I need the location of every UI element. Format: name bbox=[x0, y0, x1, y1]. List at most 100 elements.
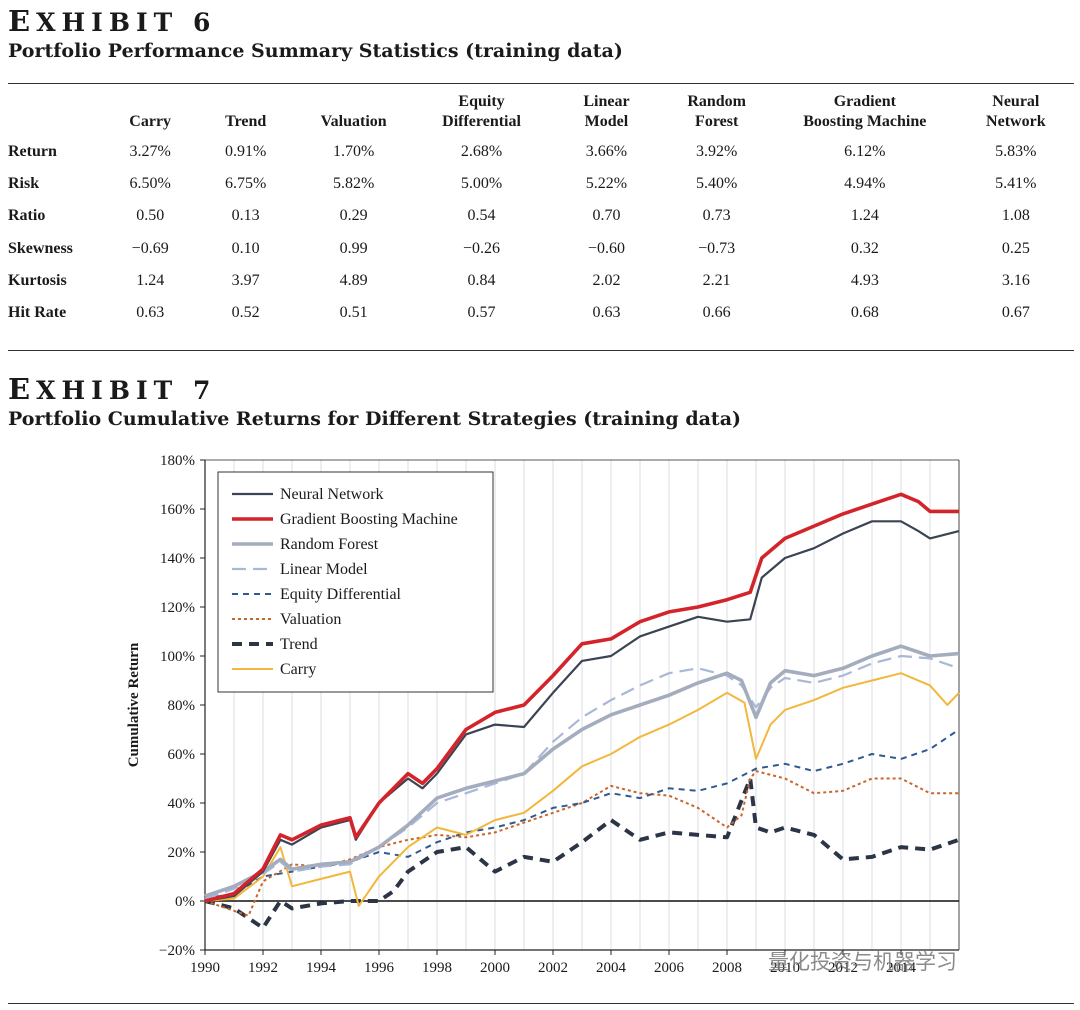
legend-box bbox=[217, 471, 494, 693]
series-line-random-forest bbox=[204, 644, 960, 898]
table-cell: 3.92% bbox=[696, 143, 738, 161]
y-tick-label: −20% bbox=[159, 943, 195, 959]
table-cell: 2.02 bbox=[592, 271, 621, 289]
table-cell: 3.16 bbox=[1001, 271, 1030, 289]
x-tick-label: 1992 bbox=[248, 960, 278, 976]
y-tick-label: 120% bbox=[160, 600, 195, 616]
exhibit-6-label: EXHIBIT 6 bbox=[8, 4, 216, 38]
series-line-gradient-boosting-machine bbox=[204, 492, 959, 903]
legend-label: Equity Differential bbox=[280, 586, 402, 603]
row-label: Return bbox=[8, 143, 57, 161]
table-cell: −0.73 bbox=[698, 239, 736, 257]
x-tick-label: 2010 bbox=[770, 960, 800, 976]
table-body: Return 3.27% 0.91% 1.70% 2.68% 3.66% 3.92% 6.12… bbox=[8, 136, 1074, 329]
table-cell: 0.52 bbox=[231, 304, 260, 322]
table-cell: 0.13 bbox=[231, 207, 260, 225]
x-tick-label: 2000 bbox=[480, 960, 510, 976]
table-cell: 5.00% bbox=[460, 175, 503, 193]
x-tick-label: 2002 bbox=[538, 960, 568, 976]
table-cell: 2.21 bbox=[702, 271, 731, 289]
legend-label: Gradient Boosting Machine bbox=[280, 511, 458, 528]
table-cell: 0.50 bbox=[136, 207, 165, 225]
table-cell: 5.22% bbox=[585, 175, 628, 193]
table-cell: 5.82% bbox=[332, 175, 375, 193]
table-cell: 3.27% bbox=[129, 143, 171, 161]
table-cell: 0.25 bbox=[1001, 239, 1030, 257]
y-tick-label: 180% bbox=[160, 453, 195, 469]
exhibit-7-label-initial: E bbox=[8, 372, 37, 406]
table-cell: 5.41% bbox=[995, 175, 1037, 193]
table-cell: 0.51 bbox=[339, 304, 368, 322]
y-tick-label: 40% bbox=[168, 796, 196, 812]
exhibit-6-label-rest: XHIBIT 6 bbox=[36, 8, 217, 37]
table-cell: 0.84 bbox=[467, 271, 496, 289]
table-cell: 6.12% bbox=[844, 143, 886, 161]
table-cell: −0.69 bbox=[131, 239, 169, 257]
row-label: Risk bbox=[8, 175, 40, 193]
y-axis-label: Cumulative Return bbox=[126, 642, 142, 767]
table-row: Hit Rate 0.63 0.52 0.51 0.57 0.63 0.66 0.68 0.67 bbox=[8, 297, 1074, 329]
table-row: Return 3.27% 0.91% 1.70% 2.68% 3.66% 3.92% 6.12… bbox=[8, 136, 1074, 168]
table-cell: −0.60 bbox=[587, 239, 625, 257]
y-tick-label: 160% bbox=[160, 502, 195, 518]
exhibit-6-title: Portfolio Performance Summary Statistics… bbox=[8, 40, 623, 62]
series-line-trend bbox=[204, 776, 960, 930]
table-cell: 6.50% bbox=[129, 175, 171, 193]
table-header-row: Carry Trend Valuation Equity Differential… bbox=[8, 88, 1074, 136]
table-cell: 4.89 bbox=[339, 271, 368, 289]
x-tick-label: 2006 bbox=[654, 960, 685, 976]
table-bottom-rule bbox=[8, 350, 1074, 351]
table-row: Skewness −0.69 0.10 0.99 −0.26 −0.60 −0.73 0.32… bbox=[8, 233, 1074, 265]
table-cell: 0.73 bbox=[702, 207, 731, 225]
watermark: 量化投资与机器学习 bbox=[768, 950, 957, 974]
row-label: Skewness bbox=[8, 239, 73, 257]
exhibit-7-title: Portfolio Cumulative Returns for Differe… bbox=[8, 408, 741, 430]
x-tick-label: 2014 bbox=[886, 960, 917, 976]
table-row: Kurtosis 1.24 3.97 4.89 0.84 2.02 2.21 4.93 3.16 bbox=[8, 265, 1074, 297]
table-cell: 1.08 bbox=[1001, 207, 1030, 225]
y-tick-label: 140% bbox=[160, 551, 195, 567]
row-label: Kurtosis bbox=[8, 271, 67, 289]
y-tick-label: 100% bbox=[160, 649, 195, 665]
table-cell: 5.40% bbox=[696, 175, 738, 193]
exhibit-6-label-initial: E bbox=[8, 4, 37, 38]
table-cell: 0.63 bbox=[592, 304, 621, 322]
table-cell: 4.94% bbox=[844, 175, 886, 193]
table-cell: 0.57 bbox=[467, 304, 496, 322]
row-label: Ratio bbox=[8, 207, 46, 225]
series-line-valuation bbox=[204, 770, 959, 917]
table-cell: 0.99 bbox=[339, 239, 368, 257]
legend-label: Carry bbox=[280, 661, 316, 678]
x-tick-label: 2004 bbox=[596, 960, 627, 976]
row-label: Hit Rate bbox=[8, 304, 67, 322]
x-tick-label: 1990 bbox=[190, 960, 220, 976]
page-bottom-rule bbox=[8, 1003, 1074, 1004]
table-cell: 5.83% bbox=[995, 143, 1037, 161]
summary-statistics-table: Carry Trend Valuation Equity Differential… bbox=[8, 88, 1074, 329]
table-cell: 3.66% bbox=[585, 143, 628, 161]
y-tick-label: 0% bbox=[175, 894, 195, 910]
legend-label: Neural Network bbox=[280, 486, 384, 503]
header-col: Linear Model bbox=[583, 93, 630, 130]
table-cell: −0.26 bbox=[463, 239, 501, 257]
header-col: Gradient Boosting Machine bbox=[803, 93, 927, 130]
exhibit-7-label-rest: XHIBIT 7 bbox=[36, 376, 217, 405]
table-cell: 0.29 bbox=[339, 207, 368, 225]
x-tick-label: 1996 bbox=[364, 960, 395, 976]
series-line-linear-model bbox=[204, 654, 960, 900]
header-col: Random Forest bbox=[687, 93, 747, 130]
table-cell: 0.63 bbox=[136, 304, 165, 322]
header-empty bbox=[8, 88, 105, 136]
header-col: Carry bbox=[129, 113, 172, 130]
legend-label: Trend bbox=[280, 636, 318, 653]
y-tick-label: 20% bbox=[168, 845, 196, 861]
table-cell: 1.24 bbox=[850, 207, 879, 225]
series-line-neural-network bbox=[204, 520, 960, 903]
table-cell: 0.54 bbox=[467, 207, 496, 225]
legend-label: Linear Model bbox=[280, 561, 368, 578]
legend-label: Valuation bbox=[280, 611, 341, 628]
legend-label: Random Forest bbox=[280, 536, 379, 553]
table-cell: 2.68% bbox=[460, 143, 503, 161]
table-cell: 0.66 bbox=[702, 304, 731, 322]
table-cell: 4.93 bbox=[850, 271, 879, 289]
